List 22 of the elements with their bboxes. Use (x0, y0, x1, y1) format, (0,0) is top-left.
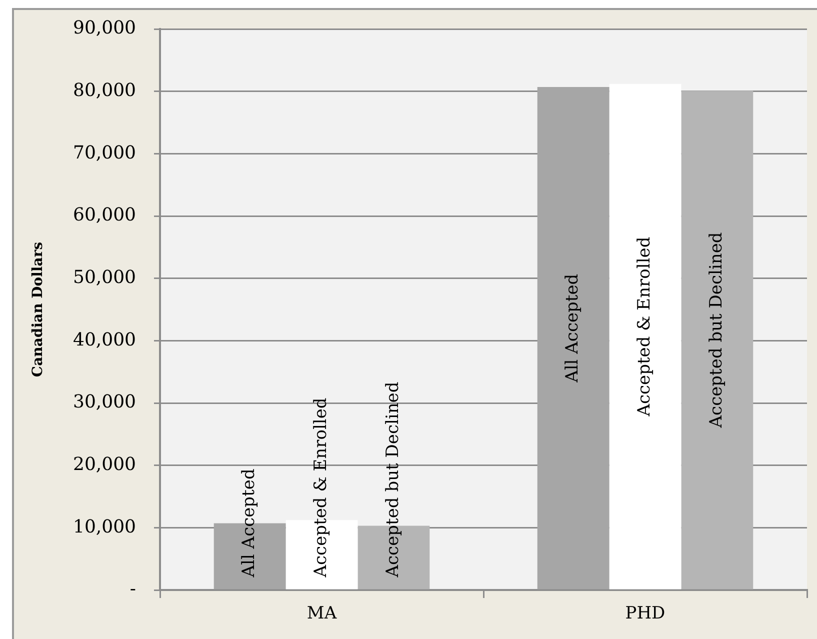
y-tick-label: 70,000 (73, 142, 136, 164)
y-tick-label: 50,000 (73, 267, 136, 288)
bar (609, 84, 682, 590)
y-tick-label: 40,000 (73, 329, 136, 350)
y-tick-label: 30,000 (73, 392, 136, 413)
text: All Accepted (239, 468, 260, 578)
y-tick-label: 80,000 (73, 80, 136, 102)
x-tick-label: MA (306, 604, 338, 624)
y-tick-label: 60,000 (73, 204, 136, 226)
y-tick-label: 10,000 (73, 516, 136, 538)
text: All Accepted (562, 274, 583, 382)
x-tick-label: PHD (625, 604, 666, 624)
y-axis-title: Canadian Dollars (30, 242, 46, 378)
text: Accepted & Enrolled (634, 236, 655, 416)
text: Accepted but Declined (706, 232, 727, 428)
bar (537, 86, 610, 590)
bar (681, 90, 754, 590)
y-tick-label: 20,000 (73, 454, 136, 476)
y-tick-label: - (130, 578, 136, 600)
y-tick-label: 90,000 (73, 18, 136, 39)
text: Accepted & Enrolled (311, 398, 332, 578)
text: Accepted but Declined (383, 382, 404, 578)
